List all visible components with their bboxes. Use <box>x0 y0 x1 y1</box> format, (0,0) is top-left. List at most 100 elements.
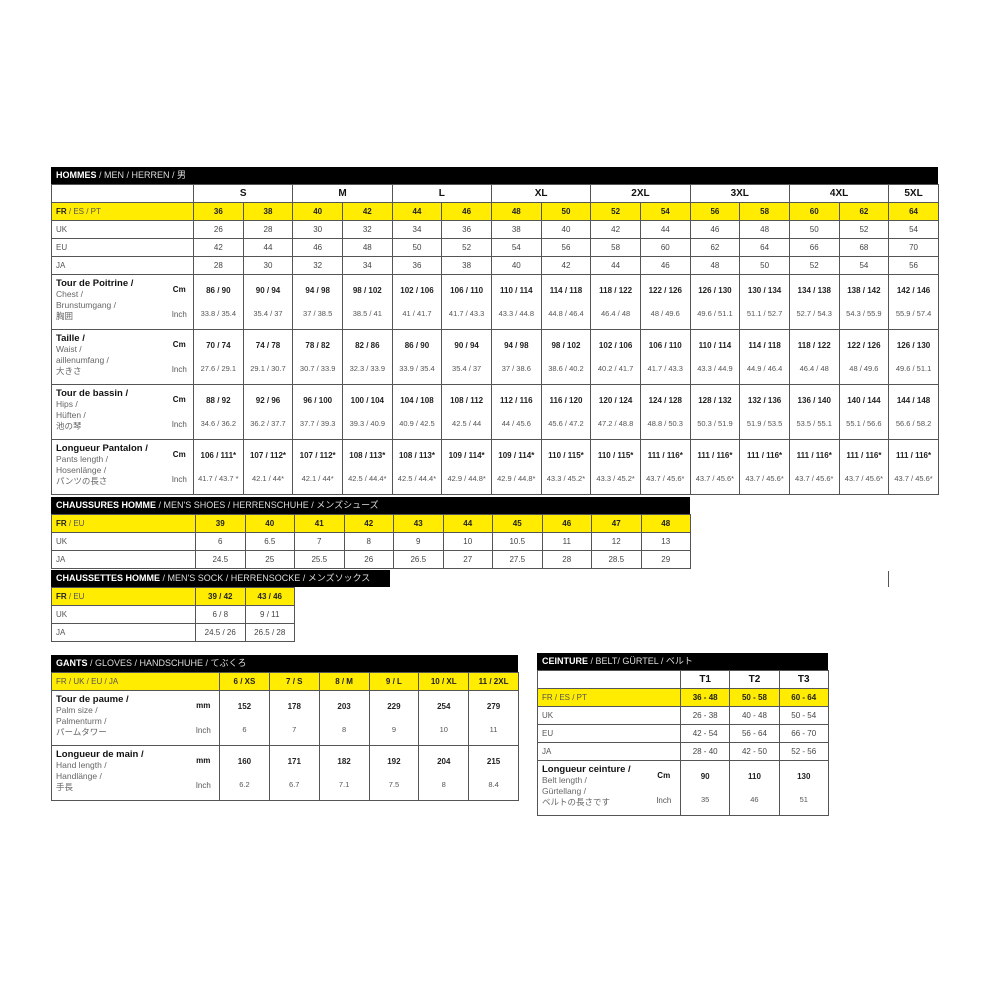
measurement-translation: Hosenlänge / <box>56 465 107 475</box>
conversion-value: 56 - 64 <box>729 724 780 743</box>
value-primary: 108 / 113* <box>398 451 435 460</box>
value-inch: 37.7 / 39.3 <box>299 419 336 428</box>
conversion-value: 48 <box>739 220 790 239</box>
size-code: 36 <box>193 202 244 221</box>
value-primary: 107 / 112* <box>249 451 287 460</box>
conversion-label: EU <box>537 724 681 743</box>
measurement-value: 116 / 120 45.6 / 47.2 <box>540 384 592 440</box>
size-code: 10 / XL <box>418 672 470 691</box>
value-inch: 34.6 / 36.2 <box>200 419 237 428</box>
unit-primary: Cm <box>657 771 671 780</box>
conversion-row-eu: EU 42 44 46 48 50 52 54 56 58 60 62 64 66 68 70 <box>51 238 939 257</box>
divider-line <box>888 571 889 587</box>
measurement-translation: Handlänge / <box>56 771 102 781</box>
measurement-row: Longueur ceinture / Belt length / Gürtella… <box>537 760 829 816</box>
unit-primary: Cm <box>172 285 186 294</box>
conversion-label: JA <box>537 742 681 761</box>
measurement-value: 126 / 130 49.6 / 51.1 <box>689 274 741 330</box>
conversion-value: 24.5 <box>195 550 246 569</box>
size-code-label: FR / EU <box>51 587 196 606</box>
size-grid: FR / EU 39 40 41 42 43 44 45 46 47 48 UK 6 6.5 7 8 9 10 10… <box>51 514 691 569</box>
measurement-value: 152 6 <box>219 690 270 746</box>
conversion-value: 30 <box>242 256 294 275</box>
size-code-label-rest: FR / ES / PT <box>542 693 587 702</box>
conversion-value: 40 - 48 <box>729 706 780 725</box>
value-inch: 42.9 / 44.8* <box>497 474 536 483</box>
conversion-value: 26 <box>343 550 394 569</box>
measurement-value: 78 / 82 30.7 / 33.9 <box>292 329 343 385</box>
conversion-value: 50 - 54 <box>778 706 829 725</box>
size-code: 6 / XS <box>219 672 270 691</box>
measurement-translation: 池の琴 <box>56 421 82 431</box>
value-inch: 27.6 / 29.1 <box>200 364 237 373</box>
value-primary: 74 / 78 <box>255 341 281 350</box>
size-code-label: FR / UK / EU / JA <box>50 672 221 691</box>
measurement-value: 107 / 112* 42.1 / 44* <box>292 439 343 495</box>
size-code: 46 <box>541 514 592 533</box>
conversion-value: 56 <box>888 256 939 275</box>
measurement-value: 110 / 114 43.3 / 44.9 <box>689 329 741 385</box>
socks-size-table: CHAUSSETTES HOMME / MEN'S SOCK / HERRENS… <box>51 570 390 642</box>
value-primary: 132 / 136 <box>747 396 782 405</box>
measurement-name: Tour de Poitrine / <box>56 278 134 289</box>
conversion-value: 27.5 <box>492 550 543 569</box>
value-inch: 8 <box>441 780 446 789</box>
size-code-row: FR / ES / PT 36 - 48 50 - 58 60 - 64 <box>537 688 829 707</box>
conversion-value: 66 - 70 <box>778 724 829 743</box>
value-inch: 51 <box>799 795 808 804</box>
conversion-value: 62 <box>689 238 741 257</box>
value-primary: 192 <box>387 757 401 766</box>
conversion-value: 9 / 11 <box>244 605 295 624</box>
men-size-table: HOMMES / MEN / HERREN / 男 S M L XL 2XL 3XL 4XL 5… <box>51 167 939 495</box>
size-code: 58 <box>739 202 790 221</box>
measurement-value: 102 / 106 40.2 / 41.7 <box>590 329 641 385</box>
size-code: 8 / M <box>318 672 370 691</box>
value-primary: 204 <box>437 757 451 766</box>
measurement-value: 132 / 136 51.9 / 53.5 <box>739 384 790 440</box>
size-code-label-rest: / EU <box>66 592 85 601</box>
measurement-translation: パンツの長さ <box>56 476 108 486</box>
conversion-value: 27 <box>442 550 493 569</box>
section-title-translations: / MEN'S SOCK / HERRENSOCKE / メンズソックス <box>160 573 371 583</box>
value-primary: 126 / 130 <box>698 286 732 295</box>
measurement-row: Tour de Poitrine / Chest / Brunstumgang / 胸… <box>51 274 939 330</box>
measurement-value: 111 / 116* 43.7 / 45.6* <box>838 439 890 495</box>
value-primary: 110 / 114 <box>500 286 533 295</box>
conversion-value: 52 <box>441 238 492 257</box>
size-code-label-rest: / ES / PT <box>66 207 101 216</box>
value-inch: 43.3 / 44.9 <box>697 364 733 373</box>
conversion-value: 13 <box>640 532 691 551</box>
size-code: 47 <box>591 514 642 533</box>
conversion-value: 26 <box>193 220 244 239</box>
section-title: CHAUSSURES HOMME / MEN'S SHOES / HERRENS… <box>51 497 690 514</box>
value-inch: 46.4 / 48 <box>601 309 631 318</box>
conversion-value: 40 <box>490 256 542 275</box>
measurement-translation: Hips / <box>56 399 78 409</box>
section-title-translations: / MEN'S SHOES / HERRENSCHUHE / メンズシューズ <box>156 500 379 510</box>
value-inch: 35 <box>700 795 710 804</box>
measurement-name: Longueur de main / <box>56 749 144 760</box>
measurement-value: 128 / 132 50.3 / 51.9 <box>689 384 741 440</box>
size-code: 60 <box>788 202 840 221</box>
value-primary: 111 / 116* <box>647 451 683 460</box>
conversion-value: 29 <box>640 550 691 569</box>
size-header-blank <box>537 670 681 689</box>
size-code-row: FR / ES / PT 36 38 40 42 44 46 48 50 52 54 56 58 60 62… <box>51 202 939 221</box>
value-inch: 46 <box>750 795 759 804</box>
conversion-value: 48 <box>689 256 741 275</box>
measurement-translation: Palmenturm / <box>56 716 107 726</box>
value-inch: 48.8 / 50.3 <box>647 419 683 428</box>
value-primary: 152 <box>237 702 252 711</box>
value-inch: 42.5 / 44.4* <box>397 474 437 483</box>
value-inch: 45.6 / 47.2 <box>548 419 584 428</box>
measurement-row: Longueur Pantalon / Pants length / Hosenlä… <box>51 439 939 495</box>
measurement-translation: ベルトの長さです <box>542 797 611 807</box>
value-primary: 94 / 98 <box>504 341 529 350</box>
value-primary: 122 / 126 <box>648 286 682 295</box>
measurement-units: Cm Inch <box>165 439 194 495</box>
measurement-value: 108 / 113* 42.5 / 44.4* <box>391 439 443 495</box>
conversion-value: 38 <box>441 256 492 275</box>
value-inch: 35.4 / 37 <box>452 364 482 373</box>
measurement-value: 142 / 146 55.9 / 57.4 <box>888 274 939 330</box>
value-primary: 142 / 146 <box>896 286 931 295</box>
